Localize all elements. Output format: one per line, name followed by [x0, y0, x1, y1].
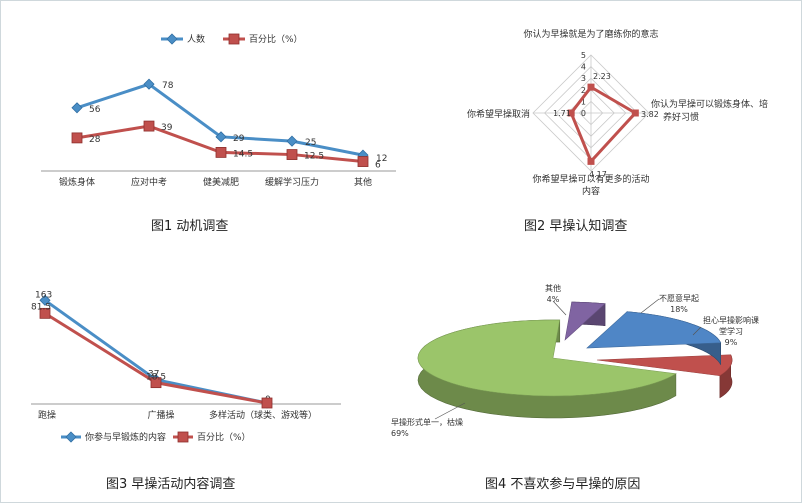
radar-axis-label-left: 你希望早操取消 — [467, 108, 530, 120]
pie-label: 4% — [547, 295, 560, 304]
radar-point — [587, 83, 595, 91]
legend-marker — [177, 431, 189, 443]
x-tick-label: 其他 — [354, 176, 372, 188]
series-line-1 — [44, 312, 268, 405]
pie-slice — [564, 301, 606, 341]
data-point — [71, 132, 83, 144]
data-point — [143, 120, 155, 132]
radar-tick-label: 5 — [581, 51, 586, 60]
data-point — [261, 397, 273, 409]
legend-marker — [166, 33, 178, 45]
pie-label: 18% — [670, 305, 688, 314]
data-label: 12.5 — [304, 152, 324, 162]
chart4-caption: 图4 不喜欢参与早操的原因 — [485, 477, 641, 492]
radar-axis-label-right: 你认为早操可以锻炼身体、培 — [651, 98, 768, 110]
radar-value-label: 2.23 — [593, 72, 611, 81]
legend-label-1: 百分比（%） — [197, 431, 251, 443]
x-tick-label: 广播操 — [147, 409, 174, 421]
pie-label: 早操形式单一，枯燥 — [391, 417, 463, 427]
data-point — [357, 156, 369, 167]
radar-axis-label-right-2: 养好习惯 — [663, 111, 699, 123]
data-label: 12 — [376, 154, 387, 164]
awareness-radar-chart: 5 4 3 2 1 0 2.23 3.82 4.17 1.71 你认为早操就是为了磨练你的意志你认为… — [467, 28, 768, 197]
data-label: 25 — [305, 138, 316, 148]
data-point — [215, 147, 227, 158]
pie-label: 9% — [725, 338, 738, 347]
pie-slice — [586, 311, 722, 349]
chart2-caption: 图2 早操认知调查 — [524, 219, 628, 234]
pie-label: 堂学习 — [719, 326, 743, 336]
data-point — [39, 307, 51, 319]
data-point — [286, 135, 298, 147]
radar-point — [567, 109, 575, 117]
motivation-line-chart: 人数 百分比（%） 锻炼身体 应对中考 健美减肥 缓解学习压力 其他 56 78 29 25 12 28… — [41, 33, 396, 188]
pie-leader-line — [692, 326, 702, 336]
radar-axis-label-top: 你认为早操就是为了磨练你的意志 — [523, 28, 658, 40]
x-tick-label: 缓解学习压力 — [265, 176, 319, 188]
radar-axis-label-bottom: 你希望早操可以有更多的活动 — [532, 173, 649, 185]
pie-slice — [596, 354, 733, 377]
data-label: 163 — [35, 290, 52, 300]
chart3-caption: 图3 早操活动内容调查 — [106, 477, 236, 492]
pie-label: 不愿意早起 — [659, 293, 699, 303]
data-point — [215, 131, 227, 143]
radar-tick-label: 1 — [581, 97, 586, 106]
legend-label-0: 你参与早锻炼的内容 — [85, 431, 166, 443]
data-point — [286, 149, 298, 160]
data-label: 78 — [162, 81, 174, 91]
radar-tick-label: 3 — [581, 74, 586, 83]
data-label: 29 — [233, 134, 245, 144]
data-label: 37 — [148, 370, 159, 380]
pie-slice — [417, 319, 677, 397]
x-tick-label: 健美减肥 — [203, 176, 239, 188]
radar-axis-label-bottom-2: 内容 — [582, 185, 600, 197]
radar-point — [587, 157, 595, 165]
radar-tick-label: 0 — [581, 109, 586, 118]
pie-leader-line — [434, 402, 466, 420]
pie-leader-line — [552, 300, 567, 316]
data-label: 18.5 — [146, 373, 166, 383]
data-label: 81.5 — [31, 302, 51, 312]
x-tick-label: 跑操 — [38, 409, 56, 421]
pie-label: 其他 — [545, 283, 561, 293]
pie-label: 69% — [391, 429, 409, 438]
data-point — [39, 294, 51, 306]
radar-point — [631, 109, 639, 117]
radar-value-label: 4.17 — [589, 170, 607, 179]
x-tick-label: 多样活动（球类、游戏等） — [209, 409, 317, 421]
data-point — [143, 78, 155, 90]
legend-label-1: 百分比（%） — [249, 33, 303, 45]
activity-line-chart: 跑操广播操多样活动（球类、游戏等）16337081.518.5你参与早锻炼的内容… — [31, 290, 341, 443]
data-label: 14.5 — [233, 149, 253, 159]
chart1-caption: 图1 动机调查 — [151, 219, 229, 234]
legend-marker — [228, 33, 240, 45]
x-tick-label: 锻炼身体 — [59, 176, 95, 188]
data-label: 56 — [89, 105, 101, 115]
series-line-0 — [76, 82, 364, 157]
radar-value-label: 1.71 — [553, 109, 571, 118]
x-tick-label: 应对中考 — [131, 176, 167, 188]
data-label: 39 — [161, 123, 173, 133]
pie-label: 担心早操影响课 — [703, 315, 759, 325]
legend-marker — [65, 431, 77, 443]
data-point — [150, 377, 162, 389]
radar-tick-label: 4 — [581, 63, 586, 72]
data-label: 28 — [89, 135, 101, 145]
data-label: 6 — [375, 161, 381, 171]
data-point — [71, 102, 83, 114]
radar-tick-label: 2 — [581, 86, 586, 95]
pie-leader-line — [640, 298, 660, 314]
legend-label-0: 人数 — [187, 33, 205, 45]
radar-value-label: 3.82 — [641, 110, 659, 119]
